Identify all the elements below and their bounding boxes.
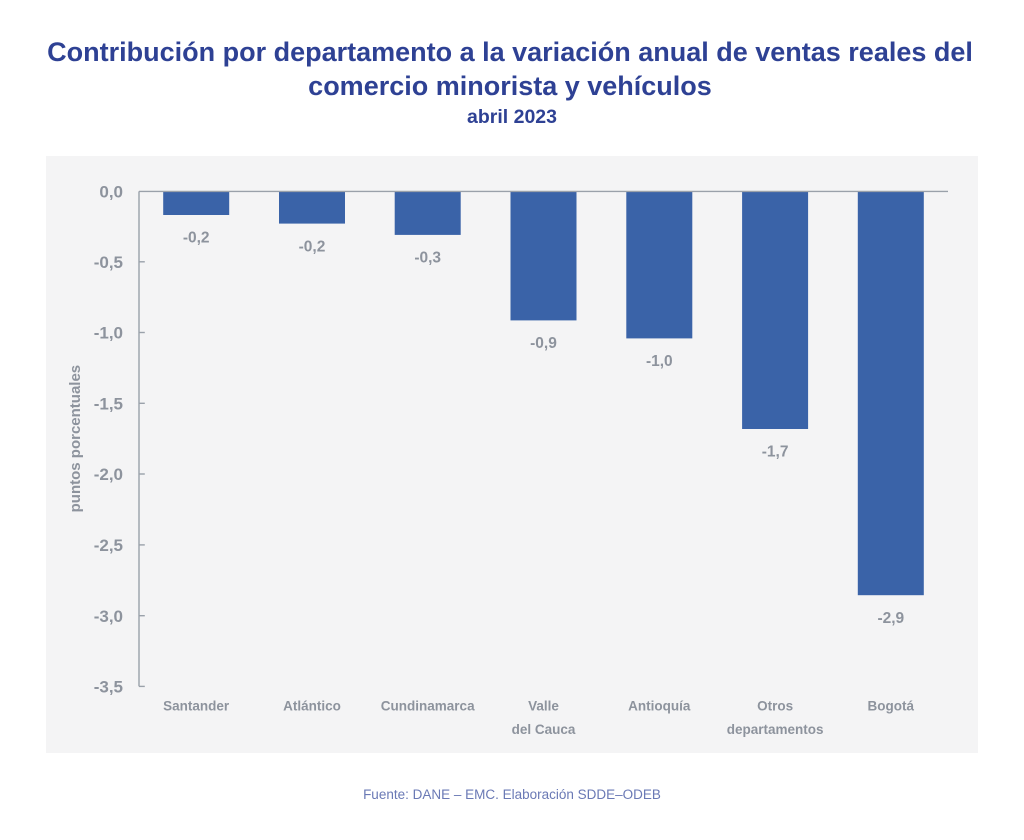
svg-text:-2,5: -2,5	[94, 536, 123, 555]
svg-text:-2,0: -2,0	[94, 465, 123, 484]
svg-text:-3,0: -3,0	[94, 607, 123, 626]
svg-text:Otros: Otros	[757, 699, 793, 714]
svg-text:-1,0: -1,0	[646, 353, 673, 370]
svg-text:-0,3: -0,3	[414, 250, 441, 267]
svg-text:-0,2: -0,2	[183, 230, 210, 247]
svg-text:departamentos: departamentos	[727, 722, 824, 737]
svg-text:del Cauca: del Cauca	[512, 722, 576, 737]
svg-text:-2,9: -2,9	[877, 610, 904, 627]
svg-text:-0,9: -0,9	[530, 335, 557, 352]
svg-text:-0,5: -0,5	[94, 253, 123, 272]
svg-text:puntos porcentuales: puntos porcentuales	[67, 365, 84, 513]
svg-text:-1,0: -1,0	[94, 324, 123, 343]
svg-text:Santander: Santander	[163, 699, 230, 714]
svg-text:Bogotá: Bogotá	[868, 699, 915, 714]
svg-text:0,0: 0,0	[99, 183, 123, 202]
svg-text:-1,5: -1,5	[94, 395, 123, 414]
svg-text:Valle: Valle	[528, 699, 559, 714]
svg-text:-0,2: -0,2	[299, 238, 326, 255]
svg-text:Cundinamarca: Cundinamarca	[381, 699, 475, 714]
svg-text:Antioquía: Antioquía	[628, 699, 691, 714]
svg-text:Atlántico: Atlántico	[283, 699, 341, 714]
svg-text:-1,7: -1,7	[762, 444, 789, 461]
svg-text:-3,5: -3,5	[94, 678, 123, 697]
